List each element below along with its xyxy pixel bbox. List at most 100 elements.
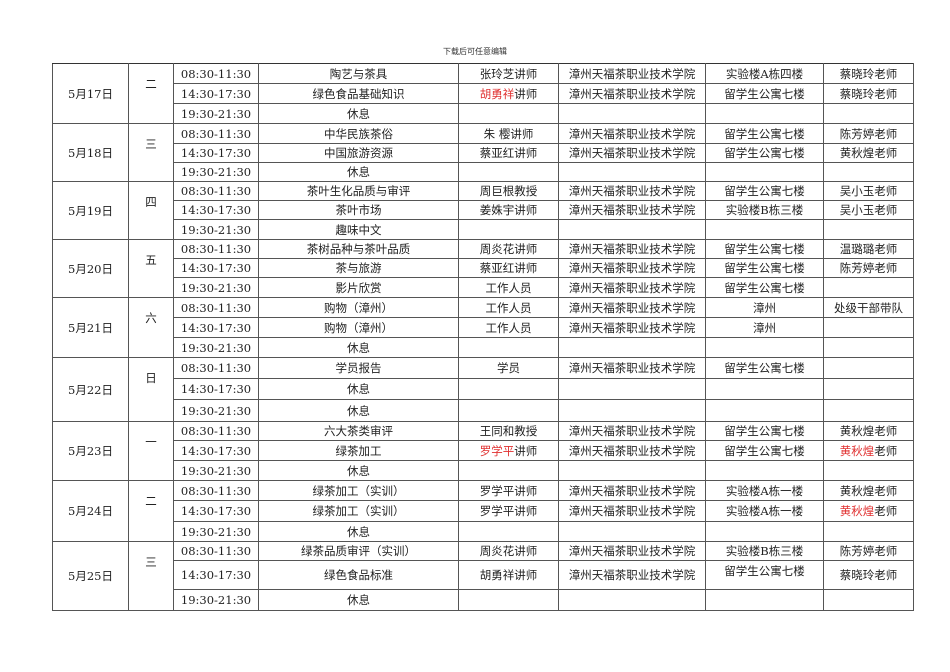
weekday-cell: 四 xyxy=(128,181,174,240)
course-cell: 茶树品种与茶叶品质 xyxy=(258,239,459,259)
location-cell: 留学生公寓七楼 xyxy=(705,123,824,144)
organization-cell: 漳州天福茶职业技术学院 xyxy=(558,317,706,338)
host-cell xyxy=(823,103,914,124)
course-cell: 茶叶生化品质与审评 xyxy=(258,181,459,201)
time-cell: 19:30-21:30 xyxy=(173,277,259,298)
weekday-cell: 五 xyxy=(128,239,174,298)
lecturer-cell: 蔡亚红讲师 xyxy=(458,258,559,278)
course-cell: 休息 xyxy=(258,589,459,611)
time-cell: 14:30-17:30 xyxy=(173,317,259,338)
host-cell: 蔡晓玲老师 xyxy=(823,63,914,84)
host-cell xyxy=(823,219,914,240)
course-cell: 绿茶加工 xyxy=(258,440,459,461)
lecturer-cell: 胡勇祥讲师 xyxy=(458,83,559,104)
text-segment: 黄秋煌老师 xyxy=(839,424,898,438)
text-segment: 罗学平讲师 xyxy=(479,483,538,498)
date-cell: 5月20日 xyxy=(52,239,129,298)
time-cell: 14:30-17:30 xyxy=(173,258,259,278)
location-cell xyxy=(705,521,824,542)
course-cell: 绿色食品标准 xyxy=(258,560,459,590)
host-cell: 温璐璐老师 xyxy=(823,239,914,259)
organization-cell xyxy=(558,337,706,358)
course-cell: 六大茶类审评 xyxy=(258,421,459,441)
lecturer-cell xyxy=(458,219,559,240)
organization-cell: 漳州天福茶职业技术学院 xyxy=(558,123,706,144)
host-cell: 陈芳婷老师 xyxy=(823,123,914,144)
organization-cell: 漳州天福茶职业技术学院 xyxy=(558,297,706,318)
lecturer-cell: 罗学平讲师 xyxy=(458,440,559,461)
organization-cell: 漳州天福茶职业技术学院 xyxy=(558,500,706,522)
text-segment: 陈芳婷老师 xyxy=(839,126,898,141)
host-cell xyxy=(823,521,914,542)
course-cell: 趣味中文 xyxy=(258,219,459,240)
table-row: 5月25日三 08:30-11:30 绿茶品质审评（实训） 周炎花讲师 漳州天福茶职业技… xyxy=(52,541,914,611)
host-cell: 吴小玉老师 xyxy=(823,200,914,220)
organization-cell xyxy=(558,103,706,124)
table-row: 14:30-17:30 中国旅游资源 蔡亚红讲师 漳州天福茶职业技术学院 留学生公寓七楼… xyxy=(53,143,914,163)
host-cell xyxy=(823,337,914,358)
host-cell xyxy=(823,162,914,182)
location-cell: 留学生公寓七楼 xyxy=(705,239,824,259)
organization-cell xyxy=(558,399,706,422)
course-cell: 绿茶加工（实训） xyxy=(258,500,459,522)
text-segment: 蔡晓玲老师 xyxy=(839,86,898,101)
table-row: 5月20日五 08:30-11:30 茶树品种与茶叶品质 周炎花讲师 漳州天福茶职业技术… xyxy=(52,239,914,298)
time-cell: 19:30-21:30 xyxy=(173,162,259,182)
course-cell: 影片欣赏 xyxy=(258,277,459,298)
location-cell xyxy=(705,460,824,481)
table-row: 14:30-17:30 绿茶加工（实训） 罗学平讲师 漳州天福茶职业技术学院 实验楼A栋… xyxy=(53,500,914,522)
location-cell: 实验楼B栋三楼 xyxy=(705,541,824,561)
text-segment: 蔡晓玲老师 xyxy=(839,568,898,582)
course-cell: 学员报告 xyxy=(258,357,459,379)
table-row: 5月19日四 08:30-11:30 茶叶生化品质与审评 周巨根教授 漳州天福茶职业技术… xyxy=(52,181,914,240)
organization-cell: 漳州天福茶职业技术学院 xyxy=(558,277,706,298)
time-cell: 14:30-17:30 xyxy=(173,560,259,590)
host-cell: 吴小玉老师 xyxy=(823,181,914,201)
date-cell: 5月17日 xyxy=(52,63,129,124)
schedule-table: 5月17日二 08:30-11:30 陶艺与茶具 张玲芝讲师 漳州天福茶职业技术学院 实验… xyxy=(52,63,914,611)
location-cell: 留学生公寓七楼 xyxy=(705,258,824,278)
date-cell: 5月23日 xyxy=(52,421,129,481)
text-segment: 张玲芝讲师 xyxy=(479,66,538,81)
lecturer-cell xyxy=(458,521,559,542)
text-segment: 黄秋煌老师 xyxy=(839,483,898,498)
date-cell: 5月18日 xyxy=(52,123,129,182)
table-row: 14:30-17:30 绿色食品标准 胡勇祥讲师 漳州天福茶职业技术学院 留学生公寓七楼… xyxy=(53,560,914,590)
table-row: 14:30-17:30 茶叶市场 姜姝宇讲师 漳州天福茶职业技术学院 实验楼B栋三楼 吴小… xyxy=(53,200,914,220)
date-cell: 5月24日 xyxy=(52,480,129,542)
text-segment: 老师 xyxy=(874,504,898,518)
lecturer-cell: 胡勇祥讲师 xyxy=(458,560,559,590)
course-cell: 绿茶品质审评（实训） xyxy=(258,541,459,561)
location-cell: 留学生公寓七楼 xyxy=(705,83,824,104)
course-cell: 休息 xyxy=(258,378,459,400)
course-cell: 休息 xyxy=(258,162,459,182)
lecturer-cell xyxy=(458,399,559,422)
location-cell: 实验楼A栋一楼 xyxy=(705,500,824,522)
course-cell: 休息 xyxy=(258,103,459,124)
host-cell xyxy=(823,357,914,379)
time-cell: 19:30-21:30 xyxy=(173,399,259,422)
table-row: 14:30-17:30 绿色食品基础知识 胡勇祥讲师 漳州天福茶职业技术学院 留学生公寓… xyxy=(53,83,914,104)
location-cell xyxy=(705,337,824,358)
table-row: 14:30-17:30 茶与旅游 蔡亚红讲师 漳州天福茶职业技术学院 留学生公寓七楼 陈芳… xyxy=(53,258,914,278)
lecturer-cell xyxy=(458,378,559,400)
course-cell: 中华民族茶俗 xyxy=(258,123,459,144)
text-segment: 陈芳婷老师 xyxy=(839,544,898,558)
organization-cell: 漳州天福茶职业技术学院 xyxy=(558,143,706,163)
location-cell: 留学生公寓七楼 xyxy=(705,277,824,298)
organization-cell: 漳州天福茶职业技术学院 xyxy=(558,63,706,84)
time-cell: 14:30-17:30 xyxy=(173,83,259,104)
organization-cell xyxy=(558,378,706,400)
lecturer-cell: 周巨根教授 xyxy=(458,181,559,201)
time-cell: 19:30-21:30 xyxy=(173,521,259,542)
location-cell xyxy=(705,103,824,124)
text-segment: 陈芳婷老师 xyxy=(839,261,898,275)
organization-cell xyxy=(558,521,706,542)
table-row: 14:30-17:30 绿茶加工 罗学平讲师 漳州天福茶职业技术学院 留学生公寓七楼 黄秋… xyxy=(53,440,914,461)
text-segment: 黄秋煌 xyxy=(839,504,875,518)
text-segment: 周炎花讲师 xyxy=(479,242,538,256)
table-row: 5月23日一 08:30-11:30 六大茶类审评 王同和教授 漳州天福茶职业技术学院留… xyxy=(52,421,914,481)
location-cell xyxy=(705,162,824,182)
location-cell: 留学生公寓七楼 xyxy=(705,440,824,461)
lecturer-cell xyxy=(458,589,559,611)
